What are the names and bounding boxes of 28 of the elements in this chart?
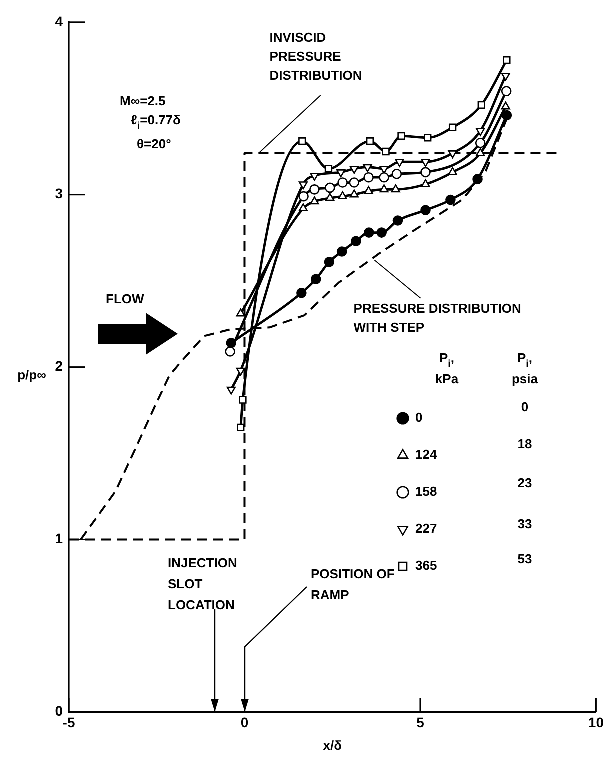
- annotation: POSITION OF RAMP: [311, 566, 395, 603]
- annotation: INJECTION SLOT LOCATION: [168, 556, 238, 613]
- legend-label: 158: [416, 484, 438, 500]
- annotation: M∞=2.5: [120, 94, 166, 109]
- y-tick-label: 4: [55, 13, 64, 30]
- x-tick-label: -5: [62, 714, 76, 730]
- annotation: FLOW: [106, 292, 145, 307]
- y-axis-title: p/p∞: [18, 368, 46, 382]
- legend-label: 0: [416, 410, 423, 426]
- y-tick-label: 0: [55, 703, 64, 720]
- x-tick-label: 10: [588, 714, 604, 730]
- annotation: 53: [518, 552, 532, 567]
- x-tick-label: 5: [416, 714, 425, 730]
- y-tick-label: 2: [55, 358, 64, 374]
- x-tick-label: 0: [240, 714, 249, 730]
- annotation: INVISCID PRESSURE DISTRIBUTION: [270, 30, 362, 84]
- annotation: 23: [518, 476, 532, 491]
- annotation: 18: [518, 436, 532, 452]
- legend-label: 365: [416, 558, 438, 574]
- x-axis-title: x/δ: [323, 738, 342, 753]
- legend-label: 227: [416, 521, 438, 536]
- y-tick-label: 3: [55, 186, 64, 202]
- annotation: 33: [518, 516, 532, 532]
- annotation: PRESSURE DISTRIBUTION WITH STEP: [354, 300, 522, 335]
- y-tick-label: 1: [55, 530, 64, 547]
- annotation: 0: [521, 400, 529, 415]
- legend-label: 124: [416, 447, 438, 462]
- annotation: θ=20°: [137, 136, 172, 152]
